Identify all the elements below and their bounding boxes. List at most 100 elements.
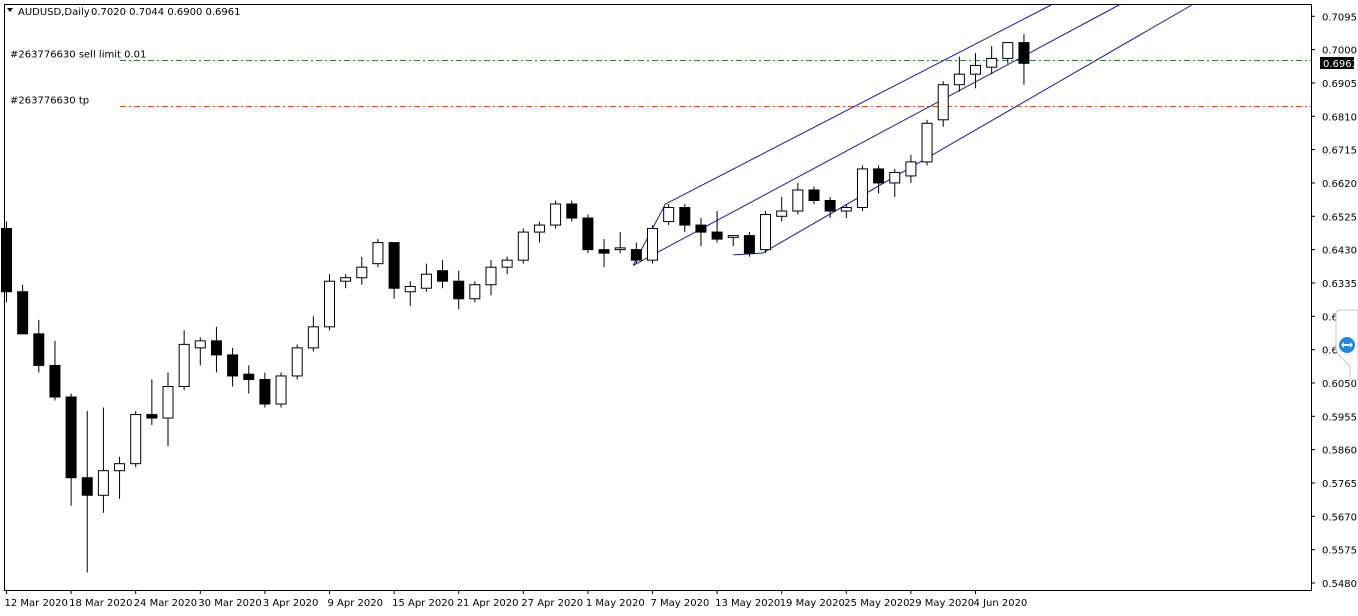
y-tick-label: 0.7095 bbox=[1322, 12, 1357, 23]
candle-body-bear bbox=[873, 168, 885, 184]
candle bbox=[727, 235, 739, 247]
chart-header: AUDUSD,Daily 0.7020 0.7044 0.6900 0.6961 bbox=[7, 7, 241, 18]
x-tick-label: 7 May 2020 bbox=[651, 598, 710, 609]
y-tick-label: 0.5480 bbox=[1322, 579, 1357, 590]
candle-body-bull bbox=[663, 207, 675, 223]
candle-body-bear bbox=[65, 396, 77, 479]
y-tick-label: 0.6715 bbox=[1322, 146, 1357, 157]
candle bbox=[275, 372, 287, 408]
candle bbox=[1018, 34, 1030, 85]
candle bbox=[162, 372, 174, 447]
teamviewer-arrows-icon bbox=[1341, 342, 1353, 348]
channel-line[interactable] bbox=[762, 3, 1194, 254]
candles-layer bbox=[1, 34, 1030, 573]
x-tick-label: 30 Mar 2020 bbox=[198, 598, 261, 609]
candle-body-bull bbox=[372, 242, 384, 265]
candle bbox=[598, 239, 610, 268]
candle-body-bull bbox=[905, 161, 917, 177]
channel-line[interactable] bbox=[733, 252, 763, 256]
y-tick-label: 0.6525 bbox=[1322, 212, 1357, 223]
candle bbox=[404, 281, 416, 306]
channel-line[interactable] bbox=[632, 3, 1122, 266]
y-tick-label: 0.5860 bbox=[1322, 446, 1357, 457]
candle-body-bull bbox=[889, 171, 901, 184]
candle-body-bull bbox=[550, 203, 562, 226]
channel-line[interactable] bbox=[665, 3, 1054, 205]
candle bbox=[760, 211, 772, 254]
candle-body-bear bbox=[1, 228, 12, 293]
y-tick-label: 0.5575 bbox=[1322, 546, 1357, 557]
candle-body-bear bbox=[437, 270, 449, 282]
candle-body-bull bbox=[953, 73, 965, 86]
candle-body-bull bbox=[275, 375, 287, 405]
candle-body-bull bbox=[178, 343, 190, 387]
candle bbox=[856, 165, 868, 212]
candle-body-bull bbox=[937, 84, 949, 121]
candle bbox=[711, 211, 723, 243]
candle-body-bull bbox=[291, 347, 303, 377]
candle-body-bull bbox=[986, 57, 998, 68]
candle bbox=[17, 284, 29, 335]
candle-body-bear bbox=[227, 354, 239, 377]
symbol-dropdown-icon[interactable] bbox=[7, 8, 13, 12]
candle bbox=[420, 263, 432, 292]
y-tick-label: 0.6050 bbox=[1322, 379, 1357, 390]
candle-body-bull bbox=[340, 277, 352, 282]
side-widget[interactable] bbox=[1335, 309, 1358, 381]
candle bbox=[130, 411, 142, 468]
candle-body-bear bbox=[146, 414, 158, 419]
candle bbox=[647, 225, 658, 264]
candle-body-bear bbox=[49, 364, 61, 398]
candle-body-bear bbox=[743, 235, 755, 254]
y-tick-label: 0.6430 bbox=[1322, 246, 1357, 257]
candle bbox=[921, 119, 933, 166]
candle bbox=[1, 221, 12, 303]
candle-body-bull bbox=[647, 228, 658, 261]
y-tick-label: 0.6810 bbox=[1322, 112, 1357, 123]
candle-body-bear bbox=[566, 203, 578, 219]
candle-body-bear bbox=[695, 224, 707, 233]
x-tick-label: 13 May 2020 bbox=[715, 598, 780, 609]
y-tick-label: 0.7000 bbox=[1322, 46, 1357, 57]
candle-body-bear bbox=[824, 200, 836, 212]
candle bbox=[986, 46, 998, 75]
candle-body-bull bbox=[614, 247, 626, 251]
candle-body-bull bbox=[760, 214, 772, 251]
y-tick-label: 0.5670 bbox=[1322, 512, 1357, 523]
candle bbox=[356, 256, 368, 285]
candle bbox=[663, 204, 675, 226]
candle bbox=[743, 232, 755, 257]
y-tick-label: 0.5765 bbox=[1322, 479, 1357, 490]
candle-body-bull bbox=[1002, 42, 1014, 59]
candle bbox=[614, 232, 626, 254]
candle-body-bull bbox=[324, 280, 335, 328]
candle-body-bear bbox=[243, 373, 255, 380]
candle-body-bear bbox=[388, 242, 400, 289]
x-tick-label: 9 Apr 2020 bbox=[328, 598, 383, 609]
candle bbox=[905, 154, 917, 183]
candle-body-bull bbox=[356, 266, 368, 279]
candle bbox=[953, 56, 965, 92]
candle-body-bull bbox=[840, 207, 852, 212]
candle bbox=[792, 182, 804, 215]
candle-body-bear bbox=[598, 249, 610, 254]
candle-body-bear bbox=[630, 249, 642, 261]
candle bbox=[840, 204, 852, 219]
candle-body-bull bbox=[485, 266, 497, 286]
candle bbox=[550, 200, 562, 229]
candle-body-bull bbox=[97, 470, 109, 496]
candle bbox=[65, 393, 77, 506]
current-price-label: 0.6961 bbox=[1323, 59, 1358, 70]
candle bbox=[937, 81, 949, 127]
candle-body-bear bbox=[259, 378, 271, 405]
candle-body-bull bbox=[533, 224, 545, 233]
candle bbox=[340, 274, 352, 289]
candle-body-bull bbox=[469, 284, 481, 300]
candle-body-bear bbox=[808, 189, 820, 202]
candle bbox=[210, 326, 222, 373]
candle bbox=[533, 221, 545, 243]
ohlc-values: 0.7020 0.7044 0.6900 0.6961 bbox=[91, 7, 241, 18]
x-tick-label: 19 May 2020 bbox=[780, 598, 845, 609]
